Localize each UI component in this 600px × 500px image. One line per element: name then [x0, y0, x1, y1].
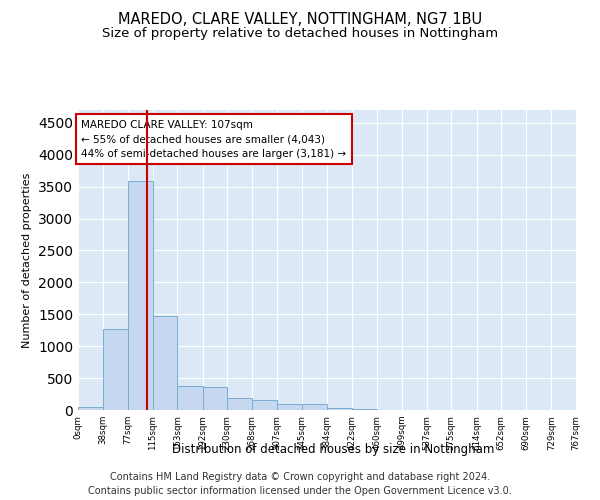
- Text: MAREDO CLARE VALLEY: 107sqm
← 55% of detached houses are smaller (4,043)
44% of : MAREDO CLARE VALLEY: 107sqm ← 55% of det…: [81, 120, 346, 159]
- Bar: [227, 398, 252, 410]
- Text: Distribution of detached houses by size in Nottingham: Distribution of detached houses by size …: [172, 442, 494, 456]
- Bar: [203, 387, 227, 410]
- Bar: [152, 316, 178, 410]
- Bar: [178, 386, 203, 410]
- Text: Size of property relative to detached houses in Nottingham: Size of property relative to detached ho…: [102, 28, 498, 40]
- Text: Contains HM Land Registry data © Crown copyright and database right 2024.
Contai: Contains HM Land Registry data © Crown c…: [88, 472, 512, 496]
- Text: MAREDO, CLARE VALLEY, NOTTINGHAM, NG7 1BU: MAREDO, CLARE VALLEY, NOTTINGHAM, NG7 1B…: [118, 12, 482, 28]
- Bar: [302, 404, 328, 410]
- Bar: [328, 408, 352, 410]
- Bar: [352, 408, 377, 410]
- Bar: [252, 400, 277, 410]
- Bar: [78, 407, 103, 410]
- Bar: [103, 329, 128, 410]
- Bar: [128, 182, 152, 410]
- Bar: [277, 404, 302, 410]
- Y-axis label: Number of detached properties: Number of detached properties: [22, 172, 32, 348]
